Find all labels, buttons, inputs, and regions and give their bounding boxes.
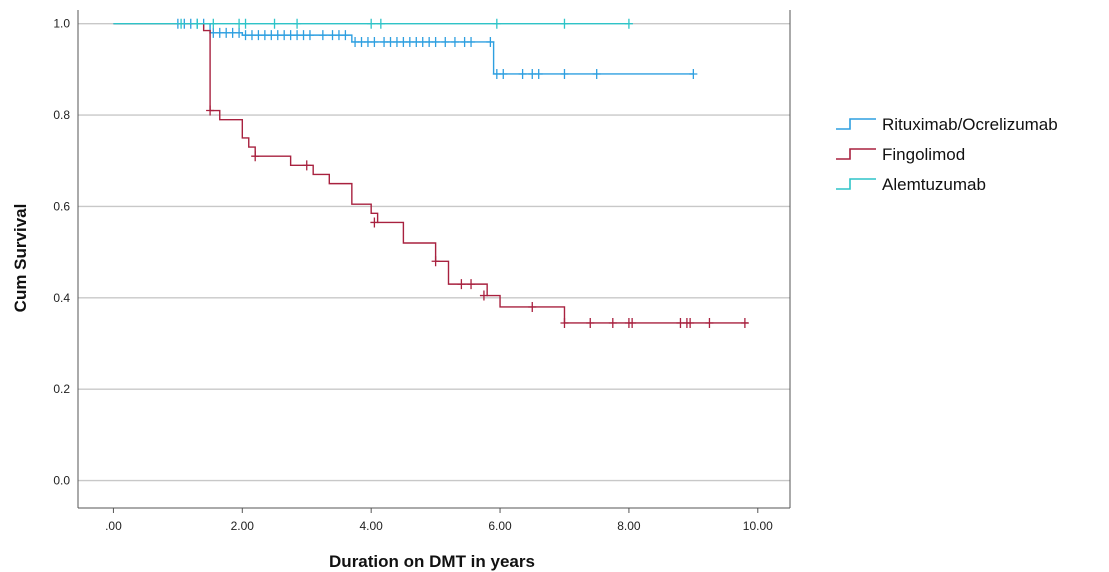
censor-mark [486, 36, 495, 47]
censor-mark [270, 18, 279, 29]
censor-mark [492, 18, 501, 29]
x-tick-label: 4.00 [359, 519, 383, 533]
survival-curve-rituximab-ocrelizumab [113, 23, 694, 75]
y-tick-label: 1.0 [53, 17, 70, 31]
survival-curve-fingolimod [113, 23, 749, 324]
legend: Rituximab/Ocrelizumab Fingolimod Alemtuzum… [836, 115, 1058, 194]
legend-swatch [836, 178, 876, 190]
series-layer [113, 18, 749, 328]
censor-mark [177, 18, 186, 29]
censor-mark [740, 317, 749, 328]
gridlines [78, 23, 790, 482]
censor-mark [193, 18, 202, 29]
censor-mark [450, 36, 459, 47]
censor-mark [370, 217, 379, 228]
censor-mark [235, 27, 244, 38]
censor-mark [467, 279, 476, 290]
censor-mark [302, 160, 311, 171]
censor-mark [241, 18, 250, 29]
y-tick-label: 0.0 [53, 474, 70, 488]
censor-mark [592, 68, 601, 79]
censor-mark [560, 317, 569, 328]
censor-mark [689, 68, 698, 79]
censor-mark [528, 301, 537, 312]
censor-mark [431, 256, 440, 267]
censor-mark [624, 18, 633, 29]
censor-mark [457, 279, 466, 290]
legend-label: Alemtuzumab [882, 175, 986, 194]
censor-mark [534, 68, 543, 79]
censor-mark [318, 30, 327, 41]
censor-mark [560, 18, 569, 29]
censor-mark [293, 18, 302, 29]
censor-mark [705, 317, 714, 328]
axes: 0.0 0.2 0.4 0.6 0.8 1.0 .00 2.00 4.00 6.00 8.00 10.… [53, 10, 791, 533]
censor-mark [686, 317, 695, 328]
legend-swatch [836, 118, 876, 130]
legend-label: Rituximab/Ocrelizumab [882, 115, 1058, 134]
y-tick-label: 0.2 [53, 382, 70, 396]
x-axis-label: Duration on DMT in years [329, 552, 535, 571]
censor-mark [367, 18, 376, 29]
censor-mark [431, 36, 440, 47]
x-tick-label: .00 [105, 519, 122, 533]
x-tick-label: 10.00 [743, 519, 773, 533]
legend-swatch [836, 148, 876, 160]
legend-label: Fingolimod [882, 145, 965, 164]
censor-mark [206, 105, 215, 116]
y-tick-label: 0.8 [53, 108, 70, 122]
censor-mark [586, 317, 595, 328]
y-axis-label: Cum Survival [11, 204, 30, 313]
censor-mark [251, 151, 260, 162]
x-tick-label: 2.00 [231, 519, 255, 533]
censor-mark [628, 317, 637, 328]
x-tick-label: 6.00 [488, 519, 512, 533]
censor-mark [341, 30, 350, 41]
censor-mark [518, 68, 527, 79]
censor-mark [441, 36, 450, 47]
censor-mark [467, 36, 476, 47]
censor-mark [209, 18, 218, 29]
censor-mark [560, 68, 569, 79]
censor-mark [608, 317, 617, 328]
censor-mark [305, 30, 314, 41]
censor-mark [479, 290, 488, 301]
censor-mark [376, 18, 385, 29]
censor-mark [499, 68, 508, 79]
y-tick-label: 0.4 [53, 291, 70, 305]
y-tick-label: 0.6 [53, 199, 70, 213]
censor-mark [370, 36, 379, 47]
x-tick-label: 8.00 [617, 519, 641, 533]
